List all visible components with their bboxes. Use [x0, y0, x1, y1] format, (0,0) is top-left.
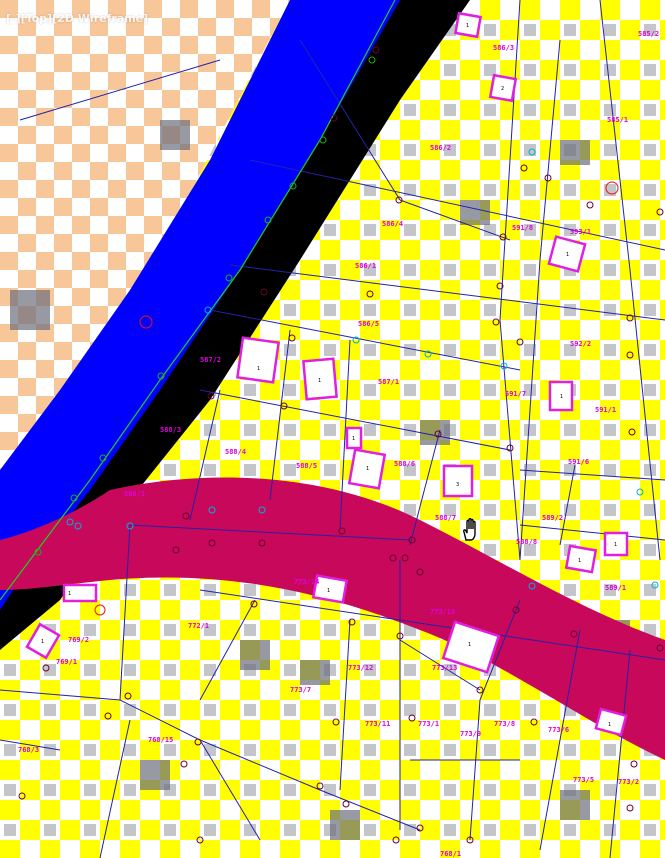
control-points-cyan [66, 148, 659, 590]
pan-hand-icon [463, 518, 476, 541]
svg-text:589/2: 589/2 [542, 514, 563, 522]
parcel-number-labels: 586/3 585/2 585/1 586/2 586/4 591/8 593/… [18, 30, 659, 858]
green-line-markers [34, 56, 376, 556]
svg-text:585/1: 585/1 [607, 116, 628, 124]
svg-text:2: 2 [501, 86, 504, 92]
svg-text:773/14: 773/14 [294, 578, 319, 586]
svg-text:588/1: 588/1 [124, 490, 145, 498]
svg-text:591/7: 591/7 [505, 390, 526, 398]
svg-text:1: 1 [560, 394, 563, 400]
svg-text:588/3: 588/3 [160, 426, 181, 434]
red-markers [94, 181, 619, 616]
svg-text:1: 1 [41, 639, 44, 645]
svg-text:769/2: 769/2 [68, 636, 89, 644]
svg-text:588/4: 588/4 [225, 448, 246, 456]
road-crimson [0, 477, 665, 760]
svg-text:591/8: 591/8 [512, 224, 533, 232]
svg-text:1: 1 [366, 466, 369, 472]
svg-text:1: 1 [614, 542, 617, 548]
svg-text:586/3: 586/3 [493, 44, 514, 52]
svg-text:1: 1 [608, 722, 611, 728]
svg-text:585/2: 585/2 [638, 30, 659, 38]
building-outlines [25, 11, 629, 737]
svg-text:773/7: 773/7 [290, 686, 311, 694]
svg-text:1: 1 [327, 588, 330, 594]
svg-text:588/8: 588/8 [516, 538, 537, 546]
svg-text:587/1: 587/1 [378, 378, 399, 386]
svg-text:773/12: 773/12 [348, 664, 373, 672]
building-number-labels: 1 2 1 1 1 1 1 1 3 1 1 1 1 1 1 1 [41, 23, 617, 728]
svg-text:1: 1 [68, 591, 71, 597]
svg-text:1: 1 [257, 366, 260, 372]
svg-text:773/2: 773/2 [618, 778, 639, 786]
vertex-markers [18, 46, 664, 844]
svg-text:772/1: 772/1 [188, 622, 209, 630]
svg-text:1: 1 [466, 23, 469, 29]
svg-text:588/7: 588/7 [435, 514, 456, 522]
svg-text:586/4: 586/4 [382, 220, 403, 228]
svg-text:591/1: 591/1 [595, 406, 616, 414]
svg-text:589/1: 589/1 [605, 584, 626, 592]
svg-text:3: 3 [456, 482, 459, 488]
svg-text:768/3: 768/3 [18, 746, 39, 754]
svg-text:773/13: 773/13 [432, 664, 457, 672]
svg-text:591/6: 591/6 [568, 458, 589, 466]
svg-text:586/5: 586/5 [358, 320, 379, 328]
svg-text:773/11: 773/11 [365, 720, 390, 728]
svg-text:588/6: 588/6 [394, 460, 415, 468]
svg-text:773/5: 773/5 [573, 776, 594, 784]
svg-text:1: 1 [578, 558, 581, 564]
svg-text:592/2: 592/2 [570, 340, 591, 348]
river-bank-black [0, 0, 470, 650]
svg-text:586/2: 586/2 [430, 144, 451, 152]
svg-text:768/1: 768/1 [440, 850, 461, 858]
svg-text:773/9: 773/9 [460, 730, 481, 738]
viewport-controls-label[interactable]: [-][Top][2D Wireframe] [6, 12, 149, 25]
svg-text:773/1: 773/1 [418, 720, 439, 728]
svg-text:1: 1 [318, 378, 321, 384]
svg-text:773/8: 773/8 [494, 720, 515, 728]
svg-text:768/15: 768/15 [148, 736, 173, 744]
svg-text:586/1: 586/1 [355, 262, 376, 270]
svg-text:769/1: 769/1 [56, 658, 77, 666]
svg-text:773/6: 773/6 [548, 726, 569, 734]
svg-text:593/1: 593/1 [570, 228, 591, 236]
svg-text:1: 1 [468, 642, 471, 648]
svg-text:1: 1 [566, 252, 569, 258]
svg-text:1: 1 [352, 436, 355, 442]
svg-text:587/2: 587/2 [200, 356, 221, 364]
svg-text:588/5: 588/5 [296, 462, 317, 470]
svg-text:773/15: 773/15 [430, 608, 455, 616]
